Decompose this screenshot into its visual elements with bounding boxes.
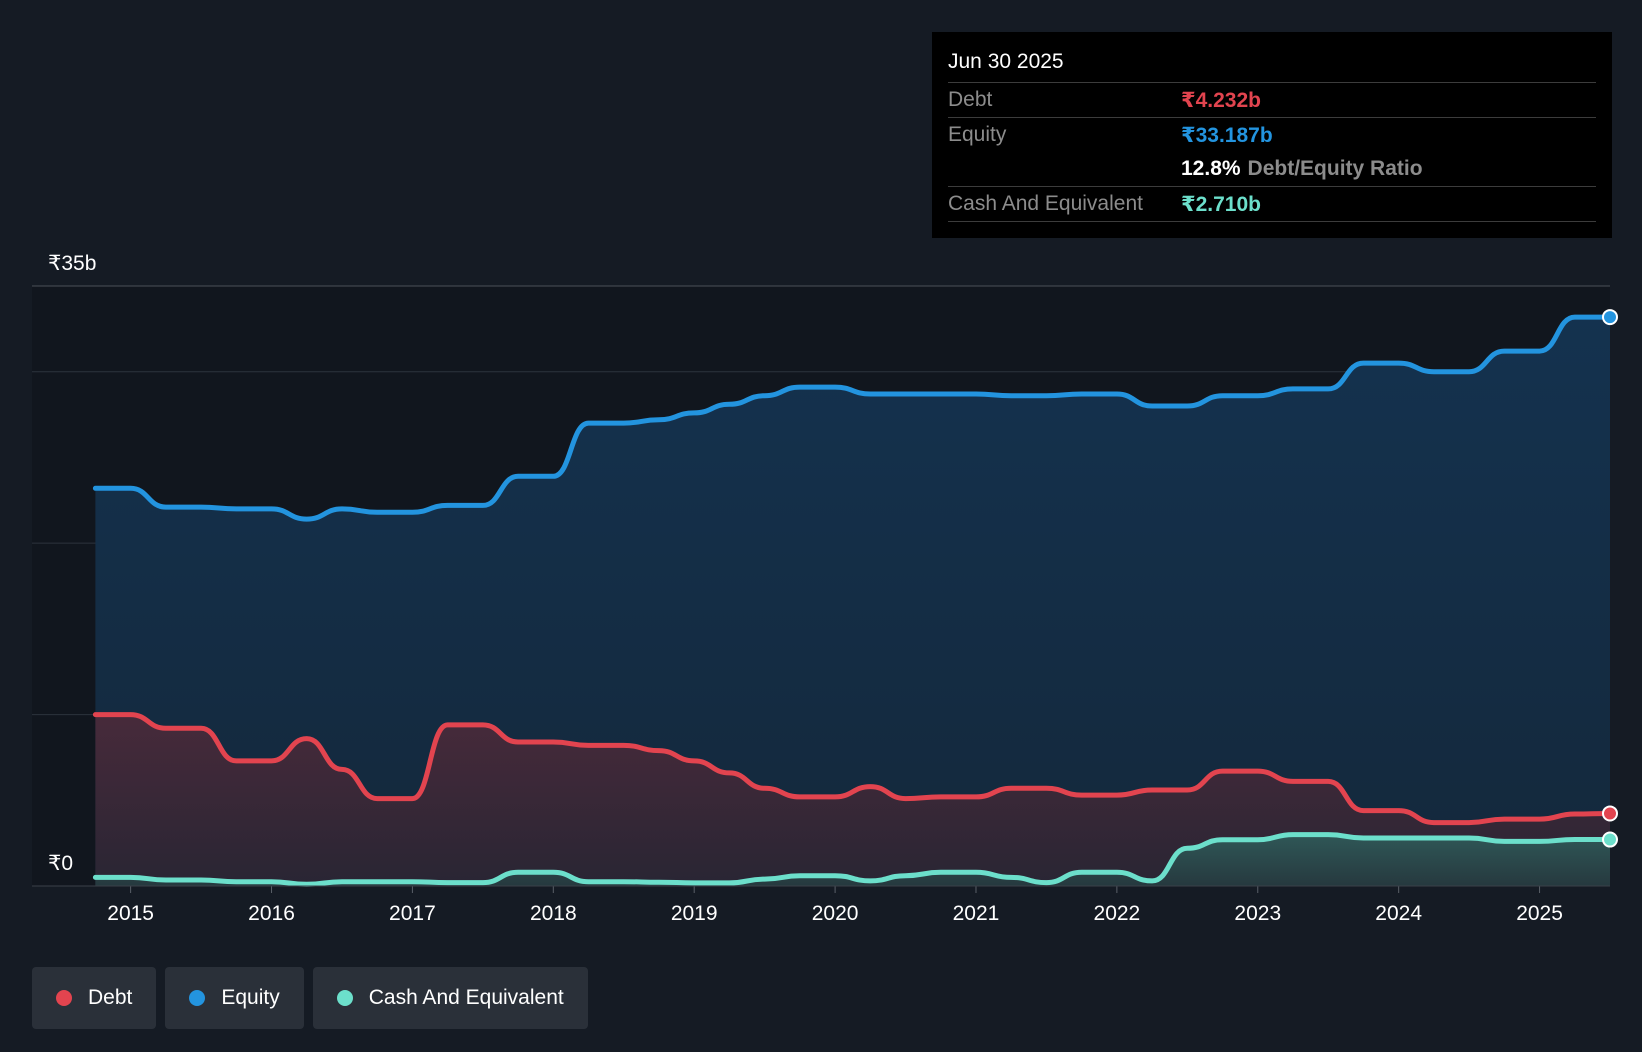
legend: Debt Equity Cash And Equivalent bbox=[32, 967, 588, 1029]
end-points bbox=[1602, 309, 1618, 848]
x-tick-label: 2015 bbox=[107, 902, 154, 925]
debt-line bbox=[92, 712, 1613, 826]
tooltip-debt-row: Debt ₹4.232b bbox=[948, 82, 1596, 117]
cash-end-point bbox=[1602, 831, 1618, 848]
tooltip: Jun 30 2025 Debt ₹4.232b Equity ₹33.187b… bbox=[932, 32, 1612, 238]
equity-dot-icon bbox=[189, 990, 206, 1006]
tooltip-ratio-label: Debt/Equity Ratio bbox=[1247, 157, 1423, 180]
cash-dot-icon bbox=[336, 990, 353, 1006]
x-tick-label: 2024 bbox=[1375, 902, 1422, 925]
tooltip-debt-label: Debt bbox=[948, 88, 993, 111]
tooltip-ratio-value: 12.8% bbox=[1181, 157, 1241, 180]
equity-end-point bbox=[1602, 309, 1618, 326]
series-lines bbox=[92, 314, 1613, 887]
tooltip-debt-value: ₹4.232b bbox=[1181, 88, 1261, 112]
x-tick-label: 2022 bbox=[1094, 902, 1141, 925]
x-tick-label: 2016 bbox=[248, 902, 295, 925]
tooltip-cash-row: Cash And Equivalent ₹2.710b bbox=[948, 186, 1596, 222]
x-axis-ticks: 2015 2016 2017 2018 2019 2020 2021 2022 2023 2024… bbox=[107, 886, 1563, 925]
y-label-top: ₹35b bbox=[48, 252, 96, 275]
legend-item-cash[interactable]: Cash And Equivalent bbox=[312, 967, 588, 1029]
tooltip-ratio-row: 12.8% Debt/Equity Ratio bbox=[948, 152, 1596, 186]
tooltip-equity-label: Equity bbox=[948, 123, 1007, 146]
tooltip-cash-label: Cash And Equivalent bbox=[948, 192, 1143, 215]
tooltip-date: Jun 30 2025 bbox=[948, 50, 1064, 73]
x-tick-label: 2021 bbox=[953, 902, 1000, 925]
equity-line bbox=[92, 314, 1613, 522]
debt-dot-icon bbox=[56, 990, 72, 1006]
x-tick-label: 2017 bbox=[389, 902, 436, 925]
legend-label-equity: Equity bbox=[221, 986, 280, 1009]
x-tick-label: 2019 bbox=[671, 902, 718, 925]
y-label-bottom: ₹0 bbox=[48, 852, 73, 875]
cash-area bbox=[95, 834, 1610, 886]
tooltip-equity-value: ₹33.187b bbox=[1181, 123, 1273, 147]
cash-line bbox=[92, 832, 1613, 887]
legend-item-equity[interactable]: Equity bbox=[165, 967, 304, 1029]
x-tick-label: 2023 bbox=[1234, 902, 1281, 925]
legend-item-debt[interactable]: Debt bbox=[32, 967, 157, 1029]
x-tick-label: 2020 bbox=[812, 902, 859, 925]
debt-end-point bbox=[1602, 805, 1618, 822]
x-tick-label: 2025 bbox=[1516, 902, 1563, 925]
legend-label-cash: Cash And Equivalent bbox=[368, 986, 564, 1009]
tooltip-equity-row: Equity ₹33.187b bbox=[948, 117, 1596, 152]
x-tick-label: 2018 bbox=[530, 902, 577, 925]
legend-label-debt: Debt bbox=[88, 986, 133, 1009]
series-areas bbox=[95, 317, 1610, 887]
tooltip-cash-value: ₹2.710b bbox=[1181, 192, 1261, 216]
